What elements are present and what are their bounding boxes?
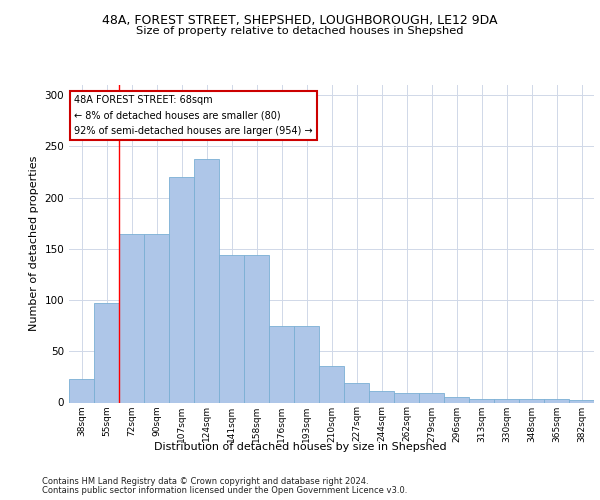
Bar	[294, 326, 319, 402]
Text: Distribution of detached houses by size in Shepshed: Distribution of detached houses by size …	[154, 442, 446, 452]
Text: Size of property relative to detached houses in Shepshed: Size of property relative to detached ho…	[136, 26, 464, 36]
Bar	[544, 400, 569, 402]
Bar	[419, 394, 444, 402]
Bar	[319, 366, 344, 403]
Bar	[144, 234, 169, 402]
Text: Contains HM Land Registry data © Crown copyright and database right 2024.: Contains HM Land Registry data © Crown c…	[42, 477, 368, 486]
Bar	[269, 326, 294, 402]
Bar	[194, 158, 219, 402]
Bar	[494, 400, 519, 402]
Bar	[94, 303, 119, 402]
Text: 48A, FOREST STREET, SHEPSHED, LOUGHBOROUGH, LE12 9DA: 48A, FOREST STREET, SHEPSHED, LOUGHBOROU…	[102, 14, 498, 27]
Text: 48A FOREST STREET: 68sqm
← 8% of detached houses are smaller (80)
92% of semi-de: 48A FOREST STREET: 68sqm ← 8% of detache…	[74, 95, 313, 136]
Bar	[169, 177, 194, 402]
Bar	[444, 398, 469, 402]
Bar	[244, 255, 269, 402]
Bar	[119, 234, 144, 402]
Bar	[519, 400, 544, 402]
Bar	[469, 400, 494, 402]
Bar	[219, 255, 244, 402]
Bar	[394, 394, 419, 402]
Bar	[69, 379, 94, 402]
Bar	[369, 391, 394, 402]
Y-axis label: Number of detached properties: Number of detached properties	[29, 156, 39, 332]
Text: Contains public sector information licensed under the Open Government Licence v3: Contains public sector information licen…	[42, 486, 407, 495]
Bar	[344, 383, 369, 402]
Bar	[569, 400, 594, 402]
